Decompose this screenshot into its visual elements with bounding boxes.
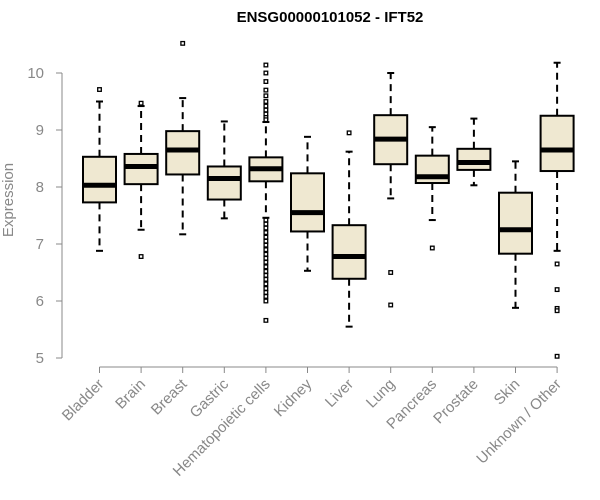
outlier-point xyxy=(263,317,269,323)
box-kidney xyxy=(290,135,325,272)
box-body xyxy=(206,165,242,201)
x-tick-label: Liver xyxy=(322,376,357,411)
x-tick-label: Bladder xyxy=(59,376,108,425)
outlier-point xyxy=(263,103,269,109)
outlier-point xyxy=(263,247,269,253)
x-tick-label: Skin xyxy=(491,376,524,409)
outlier-point xyxy=(263,238,269,244)
outlier-point xyxy=(263,272,269,278)
outlier-point xyxy=(263,117,269,123)
outlier-point xyxy=(263,230,269,236)
outlier-point xyxy=(263,242,269,248)
outlier-point xyxy=(263,79,269,84)
outlier-point xyxy=(263,70,269,76)
y-tick-label: 10 xyxy=(27,65,44,82)
x-tick-label: Brain xyxy=(112,376,149,413)
outlier-point xyxy=(263,107,269,113)
box-body xyxy=(165,130,201,176)
box-prostate xyxy=(456,117,492,187)
outlier-point xyxy=(263,93,269,99)
box-body xyxy=(456,147,492,171)
x-tick-label: Kidney xyxy=(271,375,316,420)
outlier-point xyxy=(554,261,560,267)
box-gastric xyxy=(206,120,242,220)
box-body xyxy=(498,191,533,255)
outlier-point xyxy=(138,254,144,259)
outlier-point xyxy=(263,281,269,287)
outlier-point xyxy=(263,221,269,227)
box-lung xyxy=(373,72,409,308)
outlier-point xyxy=(180,40,186,46)
y-axis-label: Expression xyxy=(0,163,17,237)
outlier-point xyxy=(429,245,435,251)
x-tick-label: Breast xyxy=(148,375,191,418)
box-brain xyxy=(123,100,159,259)
outlier-point xyxy=(346,130,352,136)
box-bladder xyxy=(82,87,117,252)
y-tick-label: 8 xyxy=(36,179,44,196)
outlier-point xyxy=(263,87,269,93)
box-breast xyxy=(165,40,201,236)
y-tick-label: 5 xyxy=(36,350,44,367)
outlier-point xyxy=(263,255,269,261)
outlier-point xyxy=(388,270,394,275)
boxes-group xyxy=(82,40,575,359)
outlier-point xyxy=(263,268,269,274)
y-axis: 5 6 7 8 9 10 xyxy=(27,65,63,367)
box-hematopoietic-cells xyxy=(248,62,284,323)
outlier-point xyxy=(388,302,394,308)
outlier-point xyxy=(138,100,144,106)
box-body xyxy=(331,224,367,280)
outlier-point xyxy=(263,298,269,304)
box-body xyxy=(539,114,575,173)
box-body xyxy=(123,152,159,186)
outlier-point xyxy=(263,217,269,223)
y-tick-label: 6 xyxy=(36,293,44,310)
box-skin xyxy=(498,160,533,309)
outlier-point xyxy=(263,276,269,282)
chart-title: ENSG00000101052 - IFT52 xyxy=(237,9,424,26)
outlier-point xyxy=(263,234,269,240)
outlier-point xyxy=(263,289,269,295)
outlier-point xyxy=(263,99,269,104)
outlier-point xyxy=(263,264,269,270)
y-tick-label: 9 xyxy=(36,122,44,139)
outlier-point xyxy=(97,87,102,92)
outlier-point xyxy=(263,225,269,231)
outlier-point xyxy=(263,62,269,68)
box-body xyxy=(82,155,117,204)
box-unknown-other xyxy=(539,61,575,359)
box-liver xyxy=(331,130,367,328)
box-body xyxy=(290,172,325,233)
box-pancreas xyxy=(414,126,450,251)
outlier-point xyxy=(554,287,560,293)
outlier-point xyxy=(554,353,560,359)
outlier-point xyxy=(263,293,269,299)
x-tick-label: Lung xyxy=(363,376,399,412)
y-tick-label: 7 xyxy=(36,236,44,253)
outlier-point xyxy=(263,259,269,265)
outlier-point xyxy=(263,286,269,291)
outlier-point xyxy=(263,251,269,257)
outlier-point xyxy=(554,308,560,314)
x-tick-label: Prostate xyxy=(430,376,482,428)
